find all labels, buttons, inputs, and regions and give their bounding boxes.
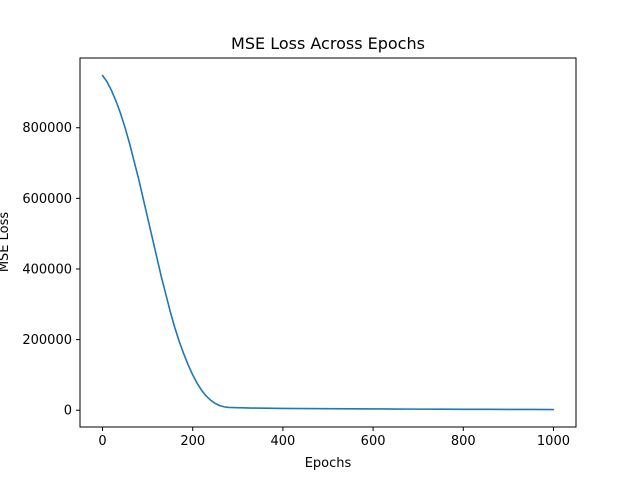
- x-tick-label: 400: [270, 434, 295, 449]
- y-tick-label: 400000: [22, 262, 72, 277]
- y-axis-ticks: 0 200000 400000 600000 800000: [22, 121, 80, 419]
- series-layer: [101, 74, 555, 411]
- chart-title: MSE Loss Across Epochs: [231, 34, 425, 53]
- y-tick-label: 0: [64, 404, 72, 419]
- x-tick-label: 800: [451, 434, 476, 449]
- y-tick-label: 800000: [22, 121, 72, 136]
- series-line-0: [101, 74, 555, 411]
- x-axis-ticks: 0 200 400 600 800 1000: [98, 427, 570, 449]
- x-tick-label: 1000: [537, 434, 570, 449]
- y-axis-label: MSE Loss: [0, 212, 12, 273]
- plot-area: [79, 57, 577, 428]
- x-tick-label: 200: [180, 434, 205, 449]
- x-axis-label: Epochs: [305, 456, 352, 471]
- x-tick-label: 600: [361, 434, 386, 449]
- y-tick-label: 600000: [22, 192, 72, 207]
- x-tick-label: 0: [98, 434, 106, 449]
- plot-frame: [79, 57, 577, 428]
- y-tick-label: 200000: [22, 333, 72, 348]
